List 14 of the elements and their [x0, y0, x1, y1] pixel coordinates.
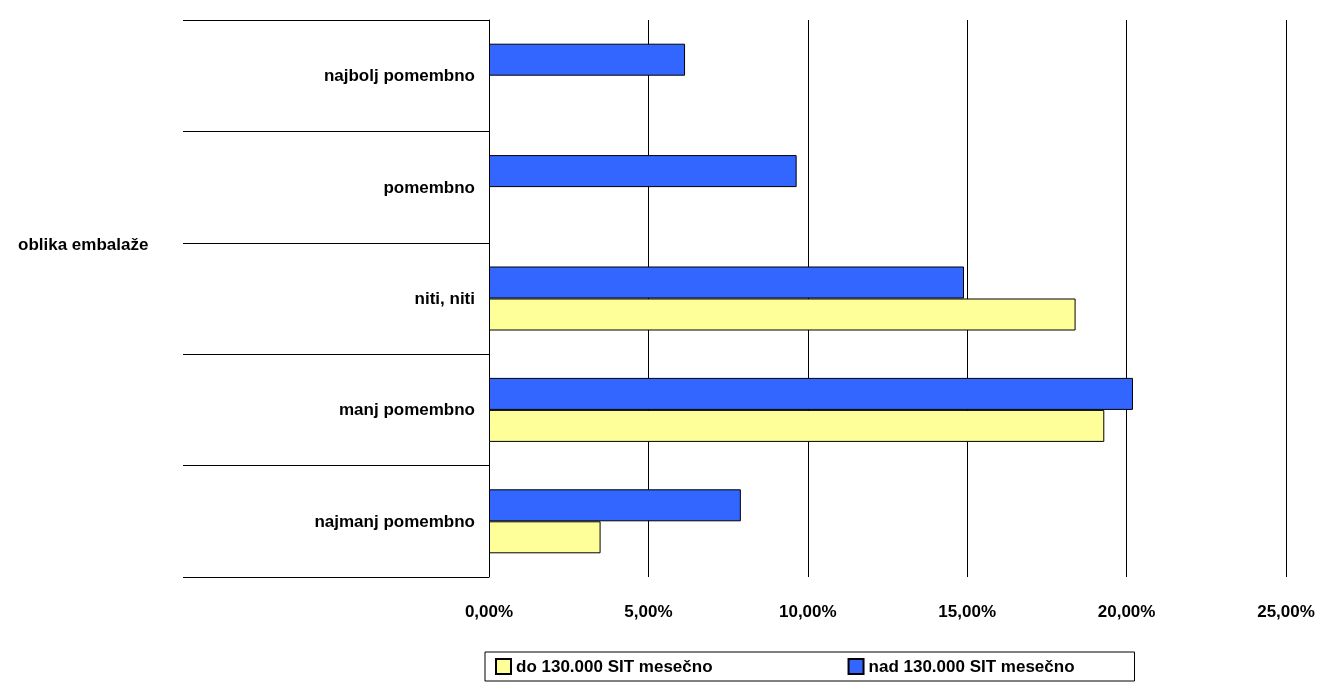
legend-label: nad 130.000 SIT mesečno — [868, 657, 1075, 676]
y-tick-label: niti, niti — [414, 289, 475, 308]
x-tick-label: 5,00% — [624, 602, 673, 621]
y-tick-label: najbolj pomembno — [323, 66, 475, 86]
x-tick-label: 20,00% — [1097, 602, 1156, 621]
y-tick-label: manj pomembno — [338, 400, 475, 420]
y-tick-label: najmanj pomembno — [314, 511, 475, 531]
x-tick-label: 15,00% — [938, 602, 997, 621]
x-tick-label: 0,00% — [464, 602, 514, 621]
x-tick-label: 10,00% — [778, 602, 837, 621]
y-tick-label: pomembno — [383, 177, 475, 197]
text: oblika embalaže — [18, 235, 149, 254]
legend-label: do 130.000 SIT mesečno — [516, 657, 713, 676]
x-tick-label: 25,00% — [1257, 602, 1315, 621]
